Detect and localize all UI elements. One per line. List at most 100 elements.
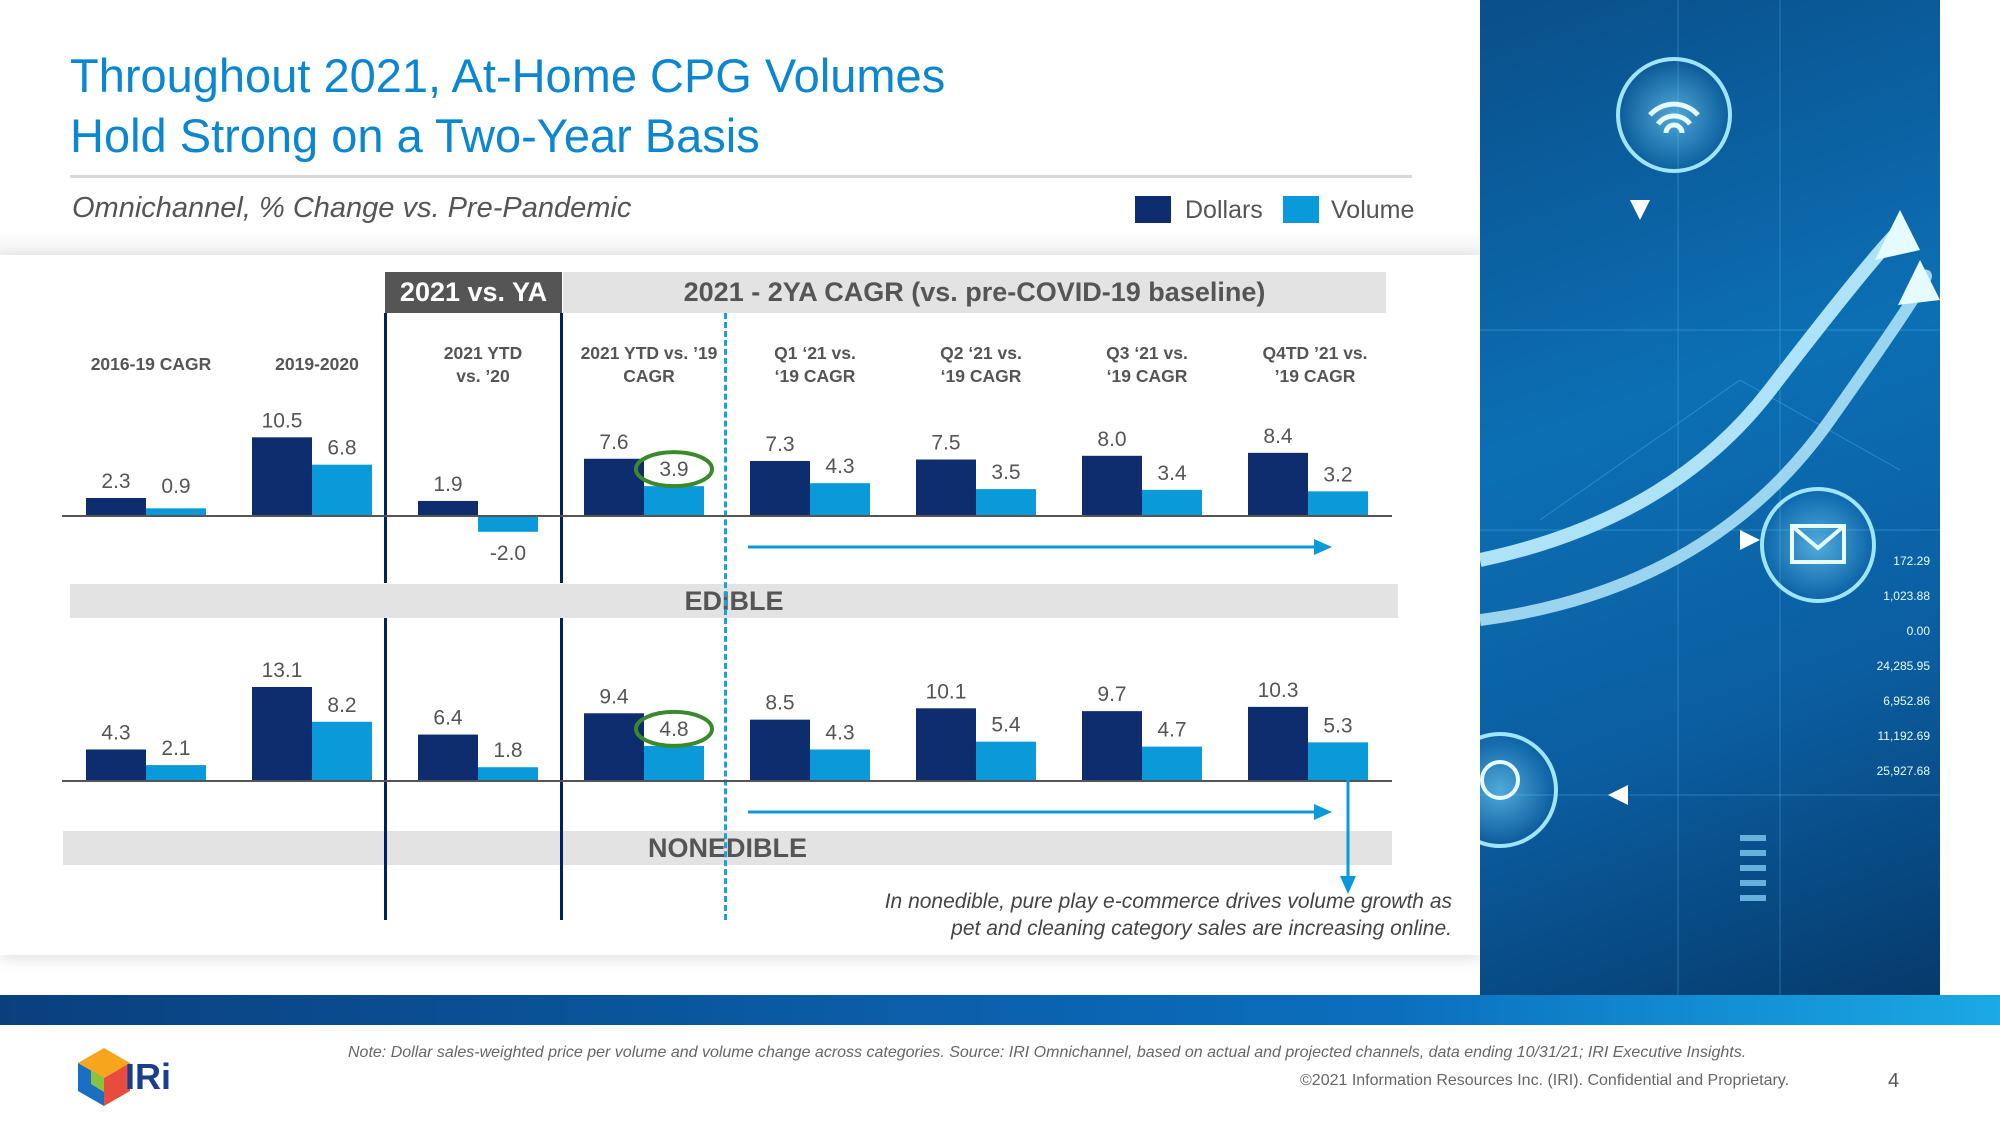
- nonedible-label-dollars-7: 10.3: [1258, 679, 1299, 702]
- edible-label-dollars-1: 10.5: [262, 409, 303, 432]
- edible-bar-volume-5: [976, 489, 1036, 515]
- nonedible-chart: 4.3 13.1 6.4 9.4 8.5 10.1 9.7 10.3 2.1 8.2 1.8 4.8 4…: [62, 659, 1392, 782]
- readout-3: 24,285.95: [1877, 659, 1931, 673]
- nonedible-bar-volume-2: [478, 767, 538, 780]
- nonedible-label-volume-6: 4.7: [1157, 719, 1186, 742]
- edible-band: EDIBLE: [70, 584, 1398, 618]
- nonedible-bar-volume-7: [1308, 742, 1368, 780]
- triangle-left-icon: [1608, 785, 1628, 805]
- edible-label-volume-5: 3.5: [991, 461, 1020, 484]
- edible-label-volume-1: 6.8: [327, 437, 356, 460]
- nonedible-label-dollars-5: 10.1: [926, 680, 967, 703]
- nonedible-label-volume-7: 5.3: [1323, 714, 1352, 737]
- edible-bar-volume-0: [146, 508, 206, 515]
- edible-label-dollars-6: 8.0: [1097, 428, 1126, 451]
- legend-volume-swatch: [1283, 196, 1319, 223]
- edible-bar-dollars-5: [916, 459, 976, 515]
- nonedible-bar-volume-0: [146, 765, 206, 780]
- nonedible-trend-arrow: [748, 804, 1332, 820]
- nonedible-bar-dollars-3: [584, 713, 644, 780]
- tech-illustration: 172.29 1,023.88 0.00 24,285.95 6,952.86 …: [1480, 0, 1940, 995]
- column-header-line: Q3 ‘21 vs.: [1106, 343, 1188, 363]
- column-header-line: 2021 YTD: [443, 343, 523, 363]
- nonedible-bar-dollars-1: [252, 686, 312, 780]
- column-header-6: Q3 ‘21 vs. ‘19 CAGR: [1072, 342, 1222, 388]
- edible-label-volume-0: 0.9: [161, 475, 190, 498]
- edible-label-dollars-4: 7.3: [765, 433, 794, 456]
- edible-bar-dollars-0: [86, 497, 146, 515]
- tech-background-image: 172.29 1,023.88 0.00 24,285.95 6,952.86 …: [1480, 0, 1940, 995]
- edible-label-volume-4: 4.3: [825, 455, 854, 478]
- edible-highlight-circle: [634, 450, 714, 489]
- nonedible-label-volume-1: 8.2: [327, 694, 356, 717]
- nonedible-bar-volume-6: [1142, 746, 1202, 780]
- copyright: ©2021 Information Resources Inc. (IRI). …: [1300, 1072, 1790, 1089]
- edible-bar-volume-7: [1308, 491, 1368, 515]
- nonedible-bar-dollars-6: [1082, 711, 1142, 780]
- iri-logo-text: IRi: [125, 1056, 172, 1097]
- edible-bar-dollars-4: [750, 460, 810, 515]
- nonedible-label-dollars-3: 9.4: [599, 685, 629, 708]
- nonedible-bar-dollars-7: [1248, 706, 1308, 780]
- column-header-7: Q4TD ’21 vs. ’19 CAGR: [1240, 342, 1390, 388]
- edible-bar-volume-6: [1142, 489, 1202, 515]
- title-divider: [70, 175, 1412, 178]
- column-header-line: Q4TD ’21 vs.: [1262, 343, 1368, 363]
- legend-dollars-swatch: [1135, 196, 1171, 223]
- iri-logo-icon: [78, 1048, 130, 1106]
- edible-label-dollars-3: 7.6: [599, 431, 628, 454]
- header-2021-vs-ya: 2021 vs. YA: [385, 272, 562, 313]
- nonedible-label-volume-0: 2.1: [161, 737, 190, 760]
- nonedible-bar-volume-1: [312, 721, 372, 780]
- data-readouts: 172.29 1,023.88 0.00 24,285.95 6,952.86 …: [1877, 554, 1931, 778]
- edible-label-dollars-2: 1.9: [433, 473, 462, 496]
- edible-bar-dollars-6: [1082, 455, 1142, 515]
- page-number: 4: [1888, 1070, 1900, 1092]
- ya-left-separator: [384, 313, 387, 583]
- footnote: Note: Dollar sales-weighted price per vo…: [348, 1044, 1747, 1061]
- column-header-line: ’19 CAGR: [1274, 366, 1356, 386]
- readout-4: 6,952.86: [1883, 694, 1930, 708]
- readout-6: 25,927.68: [1877, 764, 1931, 778]
- page-title: Throughout 2021, At-Home CPG Volumes Hol…: [70, 46, 945, 166]
- readout-0: 172.29: [1893, 554, 1930, 568]
- nonedible-highlight-circle: [634, 709, 714, 748]
- edible-bar-volume-2: [478, 517, 538, 532]
- triangle-right-icon: [1740, 530, 1760, 550]
- quarter-divider-dashed: [724, 313, 727, 920]
- column-header-5: Q2 ‘21 vs. ‘19 CAGR: [906, 342, 1056, 388]
- edible-bar-dollars-7: [1248, 452, 1308, 515]
- nonedible-label-volume-3: 4.8: [659, 718, 688, 741]
- nonedible-label-volume-5: 5.4: [991, 714, 1021, 737]
- ya-right-separator-lower: [560, 618, 563, 920]
- edible-label-dollars-5: 7.5: [931, 432, 960, 455]
- nonedible-bar-volume-4: [810, 749, 870, 780]
- triangle-up-icon: [1630, 200, 1650, 220]
- edible-label-volume-3: 3.9: [659, 458, 688, 481]
- column-header-2: 2021 YTD vs. ’20: [408, 342, 558, 388]
- ecommerce-down-arrow: [1340, 778, 1356, 894]
- legend-dollars-label: Dollars: [1185, 196, 1263, 224]
- nonedible-label-volume-2: 1.8: [493, 739, 522, 762]
- column-header-line: 2021 YTD vs. ’19: [580, 343, 718, 363]
- column-header-line: ‘19 CAGR: [1106, 366, 1188, 386]
- column-header-3: 2021 YTD vs. ’19 CAGR: [574, 342, 724, 388]
- nonedible-band: NONEDIBLE: [63, 831, 1392, 865]
- edible-label-volume-6: 3.4: [1157, 462, 1187, 485]
- nonedible-label-dollars-2: 6.4: [433, 707, 463, 730]
- column-header-4: Q1 ‘21 vs. ‘19 CAGR: [740, 342, 890, 388]
- nonedible-bar-dollars-2: [418, 734, 478, 780]
- nonedible-bar-dollars-5: [916, 708, 976, 780]
- column-header-line: ‘19 CAGR: [774, 366, 856, 386]
- nonedible-label-dollars-1: 13.1: [262, 659, 303, 682]
- column-header-1: 2019-2020: [242, 353, 392, 376]
- column-header-line: CAGR: [623, 366, 675, 386]
- nonedible-label-dollars-4: 8.5: [765, 692, 794, 715]
- edible-label-volume-2: -2.0: [490, 542, 526, 565]
- edible-label-dollars-0: 2.3: [101, 470, 130, 493]
- edible-bar-dollars-1: [252, 437, 312, 515]
- edible-label-dollars-7: 8.4: [1263, 425, 1293, 448]
- edible-bar-dollars-3: [584, 458, 644, 515]
- edible-chart: 2.3 10.5 1.9 7.6 7.3 7.5 8.0 8.4 0.9 6.8 -2.0 3.9 4.…: [62, 409, 1392, 565]
- readout-5: 11,192.69: [1878, 729, 1931, 743]
